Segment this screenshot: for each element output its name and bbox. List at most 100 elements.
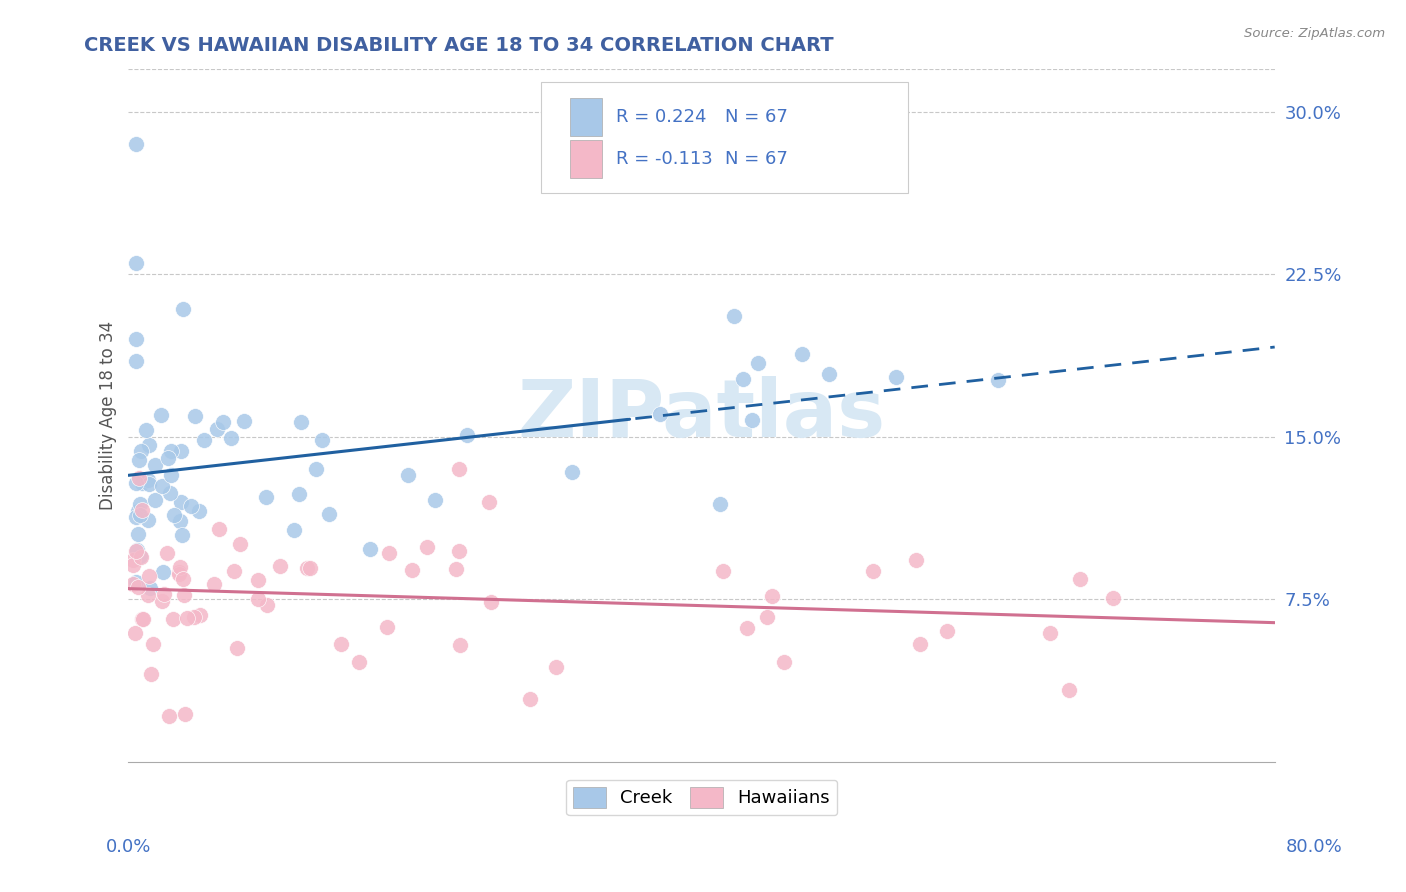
Point (190, 608, 212, 623)
Point (174, 706, 197, 721)
Text: 0.0%: 0.0% (105, 838, 150, 855)
Point (131, 612, 153, 626)
Point (741, 413, 763, 427)
Point (396, 467, 419, 482)
Point (423, 492, 446, 507)
Point (124, 137, 146, 152)
Point (519, 691, 541, 706)
Point (1069, 572, 1091, 586)
Point (908, 637, 931, 651)
Point (136, 588, 159, 602)
Point (170, 444, 193, 458)
Point (709, 497, 731, 511)
Point (862, 565, 884, 579)
Point (138, 569, 160, 583)
Point (142, 637, 165, 651)
Point (283, 523, 305, 537)
Point (136, 473, 159, 487)
Point (176, 611, 198, 625)
Point (318, 507, 340, 521)
Text: R = -0.113: R = -0.113 (616, 150, 713, 168)
Point (818, 368, 841, 382)
Legend: Creek, Hawaiians: Creek, Hawaiians (567, 780, 837, 815)
Point (347, 655, 370, 669)
Text: R = 0.224: R = 0.224 (616, 108, 706, 126)
Point (141, 667, 163, 681)
Point (160, 444, 183, 458)
Point (723, 309, 745, 323)
Point (232, 414, 254, 428)
Point (136, 513, 159, 527)
Point (269, 558, 291, 573)
Point (254, 490, 277, 504)
Point (1101, 591, 1123, 605)
Point (159, 468, 181, 483)
Point (447, 543, 470, 558)
Point (131, 549, 153, 564)
Point (311, 433, 333, 447)
Point (135, 423, 157, 437)
Point (156, 546, 179, 560)
Point (222, 565, 245, 579)
Point (731, 372, 754, 386)
Text: 80.0%: 80.0% (1286, 838, 1343, 855)
Point (1039, 626, 1062, 640)
Point (163, 508, 186, 522)
Point (298, 561, 321, 575)
Point (188, 504, 211, 518)
Point (247, 592, 270, 607)
Point (150, 594, 173, 608)
Point (129, 508, 152, 523)
Point (375, 619, 398, 633)
Point (138, 477, 160, 491)
Point (139, 582, 162, 596)
Point (125, 510, 148, 524)
Point (904, 552, 927, 566)
Point (202, 576, 225, 591)
Point (205, 422, 228, 436)
Point (159, 486, 181, 500)
Point (884, 369, 907, 384)
Point (792, 347, 814, 361)
Point (129, 549, 152, 563)
Point (544, 659, 567, 673)
Point (129, 497, 152, 511)
Point (456, 428, 478, 442)
Point (330, 636, 353, 650)
Point (987, 373, 1010, 387)
Text: ZIPatlas: ZIPatlas (517, 376, 886, 454)
Point (447, 462, 470, 476)
Point (747, 356, 769, 370)
Text: Source: ZipAtlas.com: Source: ZipAtlas.com (1244, 27, 1385, 40)
Point (247, 574, 270, 588)
Point (138, 438, 160, 452)
Point (755, 610, 778, 624)
Text: N = 67: N = 67 (724, 108, 787, 126)
Point (157, 709, 180, 723)
FancyBboxPatch shape (541, 82, 908, 194)
Point (124, 256, 146, 270)
Bar (569, 139, 602, 178)
Point (172, 302, 194, 317)
Point (121, 553, 143, 567)
Point (167, 565, 190, 579)
Point (773, 655, 796, 669)
Point (131, 503, 153, 517)
Point (711, 564, 734, 578)
Point (150, 479, 173, 493)
Point (295, 561, 318, 575)
Bar (569, 98, 602, 136)
Point (288, 487, 311, 501)
Point (761, 589, 783, 603)
Point (131, 476, 153, 491)
Point (183, 610, 205, 624)
Point (124, 354, 146, 368)
Point (167, 567, 190, 582)
Point (737, 621, 759, 635)
Point (561, 466, 583, 480)
Point (170, 528, 193, 542)
Point (127, 580, 149, 594)
Point (650, 407, 672, 421)
Point (170, 495, 193, 509)
Y-axis label: Disability Age 18 to 34: Disability Age 18 to 34 (100, 320, 117, 509)
